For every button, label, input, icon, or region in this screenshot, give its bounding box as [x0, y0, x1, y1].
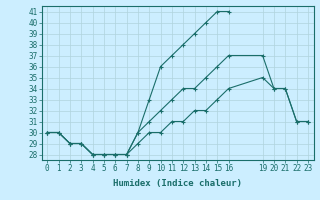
X-axis label: Humidex (Indice chaleur): Humidex (Indice chaleur)	[113, 179, 242, 188]
